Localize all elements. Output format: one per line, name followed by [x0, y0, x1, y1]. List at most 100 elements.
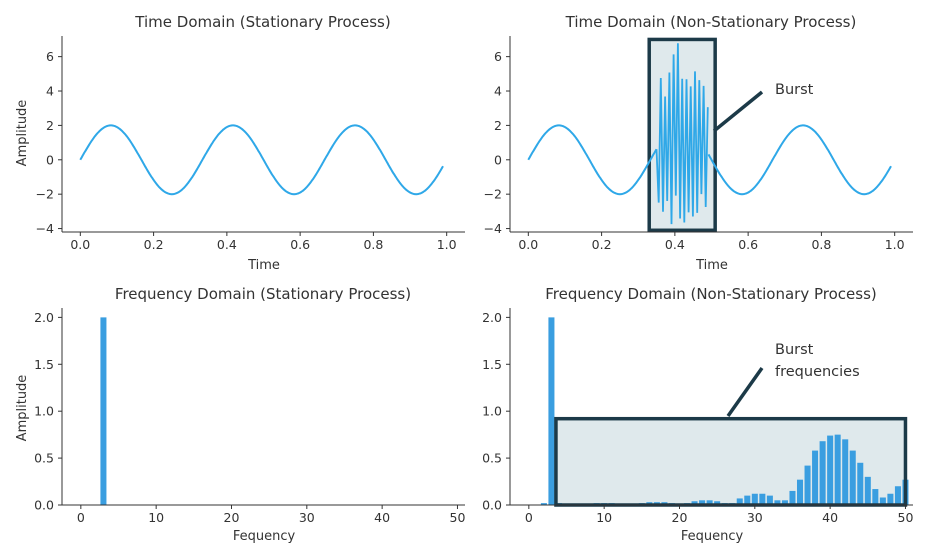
x-tick-label: 1.0 — [885, 237, 905, 252]
y-tick-label: −2 — [484, 187, 502, 202]
bar — [849, 450, 856, 505]
y-tick-label: 0.5 — [482, 451, 502, 466]
y-tick-label: 2.0 — [34, 310, 54, 325]
x-tick-label: 0.6 — [738, 237, 758, 252]
burst-annotation-label: Burst — [775, 82, 814, 98]
panel-time-nonstationary: Time Domain (Non-Stationary Process) Tim… — [484, 13, 913, 273]
x-axis-label: Time — [247, 258, 280, 273]
plot-area: 0 10 20 30 40 50 0.0 0.5 1.0 1.5 2.0 — [482, 308, 913, 525]
y-tick-label: 4 — [46, 84, 54, 99]
burst-frequencies-annotation-label: Burst frequencies — [775, 342, 860, 380]
bar — [857, 462, 864, 505]
x-tick-label: 50 — [450, 510, 466, 525]
x-tick-label: 30 — [299, 510, 315, 525]
burst-frequencies-pointer-line — [726, 366, 764, 418]
bar — [736, 498, 743, 505]
x-tick-label: 40 — [374, 510, 390, 525]
x-axis-label: Time — [695, 258, 728, 273]
panel-frequency-stationary: Frequency Domain (Stationary Process) Fe… — [15, 285, 465, 544]
bar — [864, 476, 871, 505]
bar — [827, 435, 834, 505]
x-tick-label: 0.6 — [290, 237, 310, 252]
x-tick-label: 20 — [672, 510, 688, 525]
y-axis-label: Amplitude — [15, 375, 30, 442]
burst-pointer-line — [712, 90, 764, 133]
panel-frequency-nonstationary: Frequency Domain (Non-Stationary Process… — [482, 285, 913, 544]
chart-title: Frequency Domain (Non-Stationary Process… — [545, 285, 877, 303]
bar — [714, 501, 721, 505]
y-tick-label: 0.0 — [482, 498, 502, 513]
bar — [751, 493, 758, 505]
bar — [796, 479, 804, 505]
bar — [540, 503, 547, 505]
y-tick-label: 1.5 — [34, 357, 54, 372]
plot-area: 0 10 20 30 40 50 0.0 0.5 1.0 1.5 2.0 — [34, 308, 465, 525]
x-tick-label: 40 — [822, 510, 838, 525]
y-tick-label: 4 — [494, 84, 502, 99]
x-tick-label: 0.0 — [518, 237, 538, 252]
x-tick-label: 0.8 — [363, 237, 383, 252]
chart-title: Time Domain (Stationary Process) — [134, 13, 390, 31]
bar — [879, 497, 886, 505]
y-tick-label: −4 — [36, 221, 54, 236]
annotation-line: frequencies — [775, 364, 860, 380]
bar — [699, 500, 706, 505]
bar — [789, 490, 796, 505]
bar — [819, 441, 826, 505]
annotation-line: Burst — [775, 342, 814, 358]
x-tick-label: 1.0 — [437, 237, 457, 252]
y-tick-label: 1.0 — [34, 404, 54, 419]
chart-title: Frequency Domain (Stationary Process) — [115, 285, 411, 303]
bar — [759, 493, 766, 505]
signal-line — [79, 124, 444, 196]
y-tick-label: 6 — [46, 49, 54, 64]
x-tick-label: 0.8 — [811, 237, 831, 252]
bar — [548, 317, 555, 505]
plot-area: 0.0 0.2 0.4 0.6 0.8 1.0 −4 −2 0 2 4 6 — [484, 36, 913, 252]
y-tick-label: −4 — [484, 221, 502, 236]
x-tick-label: 0.2 — [144, 237, 164, 252]
y-tick-label: 2 — [46, 118, 54, 133]
bar — [842, 439, 849, 505]
bar — [100, 317, 107, 505]
burst-signal-line — [655, 43, 709, 225]
y-tick-label: 0 — [46, 152, 54, 167]
x-tick-label: 20 — [224, 510, 240, 525]
bar — [872, 489, 879, 505]
bar — [706, 500, 713, 505]
bar — [766, 495, 773, 505]
y-tick-label: 0.0 — [34, 498, 54, 513]
bar — [834, 434, 841, 505]
y-tick-label: 0 — [494, 152, 502, 167]
signal-line — [527, 124, 892, 196]
y-tick-label: 2.0 — [482, 310, 502, 325]
y-axis-label: Amplitude — [15, 100, 30, 167]
y-tick-label: 1.5 — [482, 357, 502, 372]
x-tick-label: 10 — [148, 510, 164, 525]
bar — [894, 486, 901, 505]
y-tick-label: 6 — [494, 49, 502, 64]
x-tick-label: 0.0 — [70, 237, 90, 252]
x-axis-label: Fequency — [681, 529, 744, 544]
x-tick-label: 10 — [596, 510, 612, 525]
bar — [887, 493, 894, 505]
y-tick-label: −2 — [36, 187, 54, 202]
chart-title: Time Domain (Non-Stationary Process) — [565, 13, 857, 31]
y-tick-label: 1.0 — [482, 404, 502, 419]
panel-time-stationary: Time Domain (Stationary Process) Time Am… — [15, 13, 465, 273]
x-tick-label: 0 — [77, 510, 85, 525]
x-axis-label: Fequency — [233, 529, 296, 544]
x-tick-label: 30 — [747, 510, 763, 525]
x-tick-label: 0.4 — [217, 237, 237, 252]
plot-area: 0.0 0.2 0.4 0.6 0.8 1.0 −4 −2 0 2 4 6 — [36, 36, 465, 252]
bar — [812, 450, 819, 505]
x-tick-label: 50 — [898, 510, 914, 525]
bar — [804, 465, 811, 505]
x-tick-label: 0.4 — [665, 237, 685, 252]
x-tick-label: 0.2 — [592, 237, 612, 252]
bar — [781, 500, 788, 505]
y-tick-label: 2 — [494, 118, 502, 133]
x-tick-label: 0 — [525, 510, 533, 525]
y-tick-label: 0.5 — [34, 451, 54, 466]
